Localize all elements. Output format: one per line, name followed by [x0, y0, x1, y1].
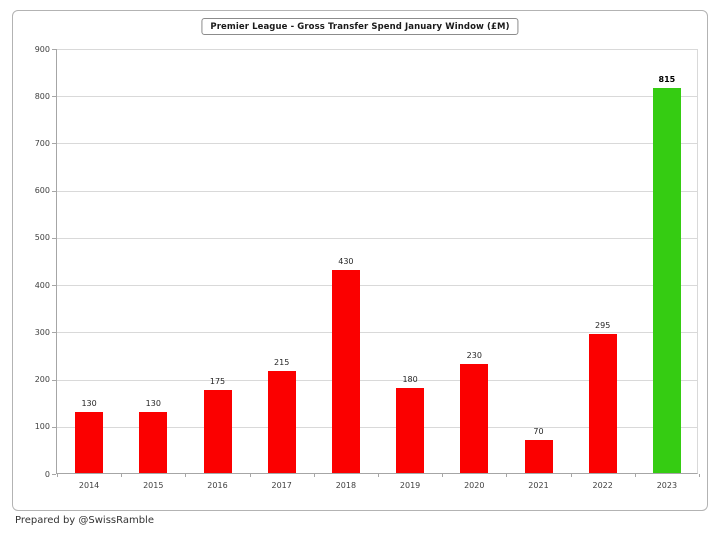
bar-value-label: 130 — [145, 398, 161, 408]
x-axis-label-2021: 2021 — [528, 481, 549, 490]
gridline — [57, 379, 697, 381]
bar-2015 — [139, 411, 168, 473]
x-axis-tick — [121, 474, 123, 477]
x-axis-tick — [378, 474, 379, 477]
y-axis-label: 900 — [34, 44, 50, 54]
x-axis-label-2018: 2018 — [335, 481, 357, 490]
bar-value-label: 175 — [209, 377, 226, 387]
chart-title: Premier League - Gross Transfer Spend Ja… — [201, 18, 519, 35]
bar-2022 — [588, 333, 617, 473]
bar-2014 — [75, 411, 104, 473]
x-axis-label-2014: 2014 — [78, 481, 100, 490]
x-axis-label-2015: 2015 — [143, 481, 164, 490]
footer-credit: Prepared by @SwissRamble — [15, 515, 154, 526]
y-axis-tick — [52, 143, 56, 145]
bar-value-label: 295 — [595, 320, 611, 330]
x-axis-tick — [570, 474, 572, 477]
y-axis-tick — [52, 49, 56, 50]
y-axis-label: 400 — [34, 280, 50, 290]
bar-2016 — [203, 390, 232, 473]
gridline — [57, 49, 697, 50]
y-axis-label: 100 — [34, 422, 50, 432]
x-axis-tick — [313, 474, 315, 477]
y-axis-tick — [52, 379, 56, 381]
y-axis-tick — [52, 332, 56, 334]
bar-value-label: 215 — [274, 358, 290, 368]
y-axis-tick — [52, 285, 56, 287]
bar-value-label: 230 — [466, 351, 482, 361]
y-axis-label: 500 — [34, 233, 50, 243]
bar-2020 — [460, 364, 489, 473]
y-axis-label: 700 — [34, 138, 50, 148]
gridline — [57, 332, 697, 334]
y-axis-label: 0 — [44, 469, 50, 479]
y-axis-label: 800 — [34, 91, 50, 101]
plot-area: 0 100 200 300 400 500 600 700 800 900 130 2014 130 20… — [35, 45, 700, 490]
gridline — [57, 96, 697, 98]
x-axis-label-2019: 2019 — [399, 481, 421, 490]
x-axis-label-2022: 2022 — [592, 481, 613, 490]
x-axis-tick — [442, 474, 444, 477]
x-axis-tick — [57, 474, 58, 477]
y-axis-tick — [52, 190, 56, 192]
bar-value-label: 180 — [402, 375, 418, 384]
x-axis-tick — [699, 474, 700, 477]
y-axis-tick — [52, 426, 56, 428]
x-axis-tick — [185, 474, 187, 477]
y-axis-label: 600 — [34, 186, 50, 196]
x-axis-label-2020: 2020 — [464, 481, 485, 490]
y-axis-tick — [52, 237, 56, 239]
bar-value-label: 70 — [533, 426, 544, 436]
gridline — [57, 190, 697, 192]
gridline — [57, 285, 697, 287]
gridline — [57, 143, 697, 145]
bar-2019 — [396, 388, 425, 473]
x-axis-label-2017: 2017 — [271, 481, 292, 490]
x-axis-label-2016: 2016 — [207, 481, 228, 490]
y-axis-tick — [52, 96, 56, 98]
bar-value-label: 815 — [658, 75, 676, 85]
gridline — [57, 237, 697, 239]
x-axis-tick — [249, 474, 251, 477]
x-axis-tick — [634, 474, 636, 477]
bar-2017 — [267, 371, 296, 473]
gridline — [57, 426, 697, 428]
x-axis-label-2023: 2023 — [656, 481, 678, 490]
y-axis-tick — [52, 474, 56, 475]
y-axis-label: 300 — [34, 327, 50, 337]
y-axis-label: 200 — [34, 375, 50, 385]
bar-2023 — [652, 88, 681, 473]
bar-2021 — [524, 439, 553, 473]
bar-value-label: 430 — [338, 256, 354, 266]
x-axis-tick — [506, 474, 508, 477]
bar-2018 — [331, 269, 360, 473]
bar-value-label: 130 — [81, 398, 97, 408]
chart-frame: Premier League - Gross Transfer Spend Ja… — [12, 10, 708, 511]
